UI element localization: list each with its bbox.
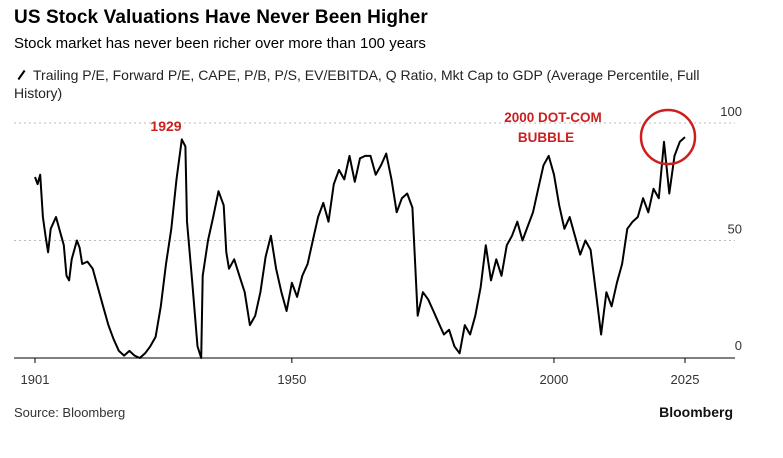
x-tick-label-1901: 1901	[21, 372, 50, 387]
annotation-dotcom-line2: BUBBLE	[518, 130, 574, 145]
chart-subtitle: Stock market has never been richer over …	[14, 35, 426, 52]
x-tick-label-2000: 2000	[539, 372, 568, 387]
chart-title: US Stock Valuations Have Never Been High…	[14, 7, 428, 28]
x-tick-label-1950: 1950	[277, 372, 306, 387]
x-ticks: 1901 1950 2000 2025	[21, 358, 700, 387]
x-tick-label-2025: 2025	[671, 372, 700, 387]
grid-layer	[14, 122, 735, 241]
valuation-series-line	[34, 136, 686, 359]
legend-series-label: Trailing P/E, Forward P/E, CAPE, P/B, P/…	[14, 67, 700, 101]
annotation-dotcom-line1: 2000 DOT-COM	[504, 110, 602, 125]
annotation-1929: 1929	[150, 118, 181, 134]
highlight-circle	[639, 108, 697, 166]
y-tick-label-100: 100	[720, 104, 742, 119]
y-tick-label-50: 50	[728, 222, 742, 237]
source-note: Source: Bloomberg	[14, 405, 126, 420]
legend: Trailing P/E, Forward P/E, CAPE, P/B, P/…	[14, 66, 714, 102]
y-ticks: 0 50 100	[720, 104, 742, 353]
y-tick-label-0: 0	[735, 338, 742, 353]
brand-logo: Bloomberg	[659, 404, 733, 420]
